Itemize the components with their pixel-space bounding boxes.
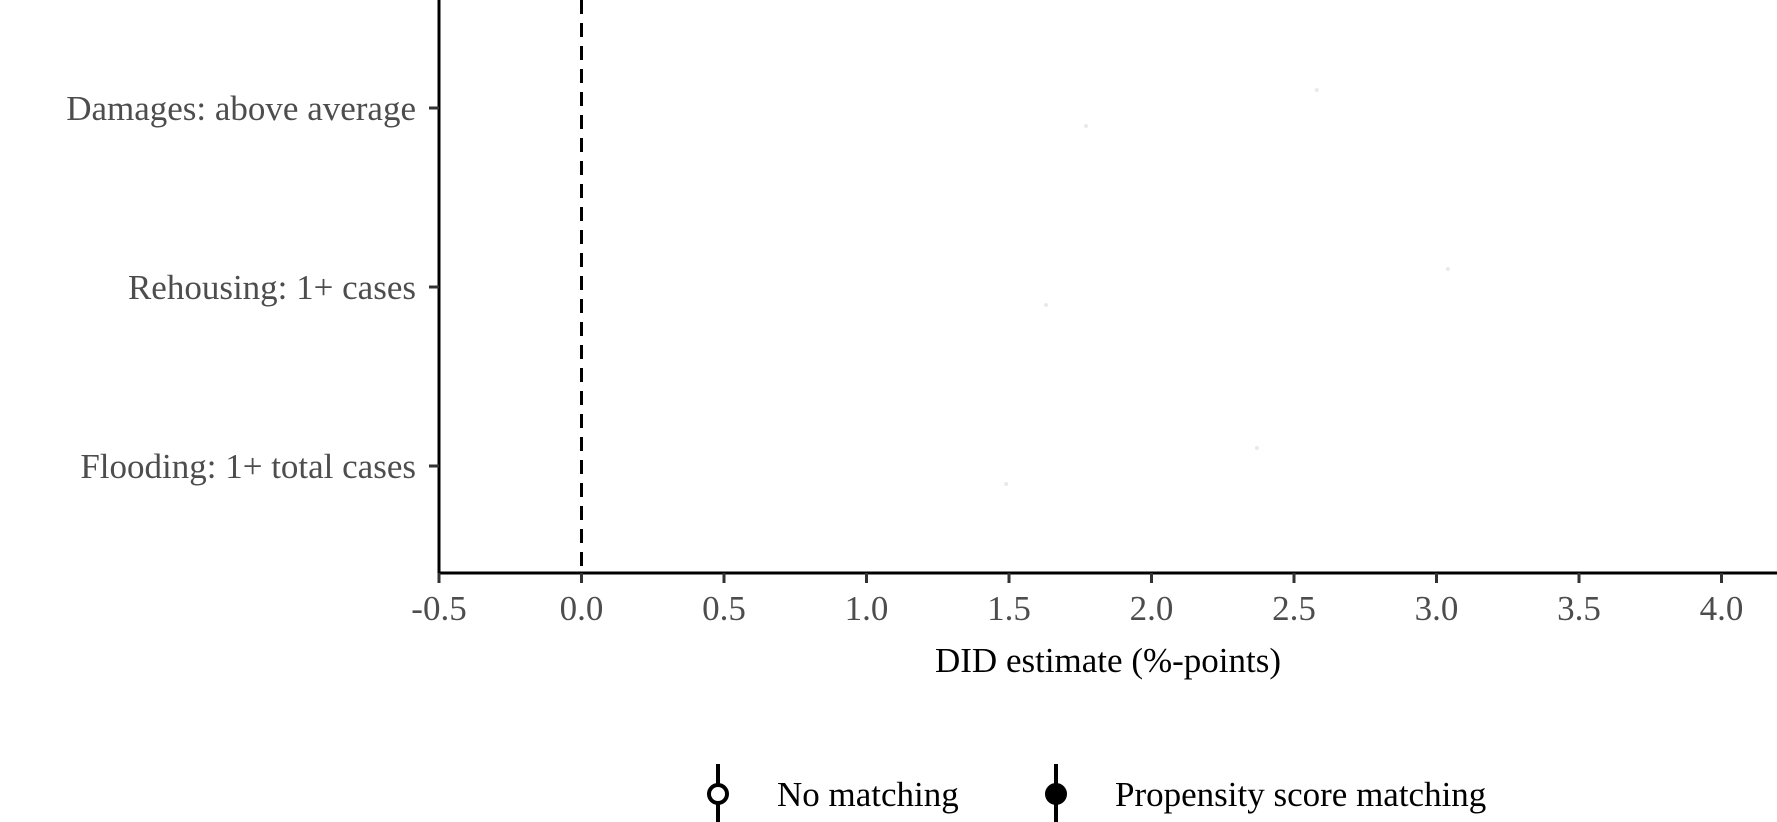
legend: No matching Propensity score matching — [707, 764, 1486, 822]
legend-label: Propensity score matching — [1115, 775, 1486, 814]
x-tick-label: 0.0 — [560, 589, 604, 628]
tick-labels: -0.5 0.0 0.5 1.0 1.5 2.0 2.5 3.0 3.5 4.0 Damages: … — [66, 89, 1743, 628]
y-tick-label: Flooding: 1+ total cases — [80, 447, 416, 486]
estimate-point — [1083, 124, 1088, 128]
data-marks — [1004, 88, 1450, 486]
x-tick-label: 3.5 — [1557, 589, 1601, 628]
estimate-point — [1254, 446, 1259, 450]
estimate-point — [1445, 267, 1450, 271]
x-tick-label: 1.5 — [987, 589, 1031, 628]
x-tick-label: 0.5 — [702, 589, 746, 628]
legend-item: No matching — [707, 764, 959, 822]
estimate-point — [1314, 88, 1319, 92]
filled-circle-icon — [1045, 783, 1067, 805]
x-tick-label: 4.0 — [1700, 589, 1744, 628]
legend-label: No matching — [777, 775, 959, 814]
axes — [429, 0, 1777, 583]
x-tick-label: 2.0 — [1130, 589, 1174, 628]
open-circle-icon — [707, 783, 729, 805]
legend-item: Propensity score matching — [1045, 764, 1486, 822]
estimate-point — [1004, 482, 1009, 486]
x-axis-title: DID estimate (%-points) — [935, 641, 1281, 680]
y-tick-label: Damages: above average — [66, 89, 416, 128]
x-tick-label: 2.5 — [1272, 589, 1316, 628]
estimate-point — [1044, 303, 1049, 307]
x-tick-label: -0.5 — [411, 589, 466, 628]
x-tick-label: 3.0 — [1415, 589, 1459, 628]
y-tick-label: Rehousing: 1+ cases — [128, 268, 416, 307]
x-tick-label: 1.0 — [845, 589, 889, 628]
